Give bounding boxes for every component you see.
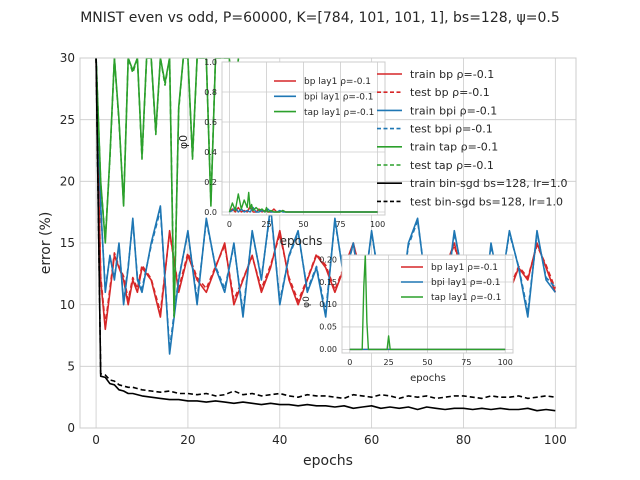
inset1-y-tick-label: 1.0 bbox=[204, 58, 217, 67]
main-series-train-bin-sgd-bs-128-lr-1-0 bbox=[95, 58, 556, 412]
inset-chart-1: 0 25 50 75 100 0.0 0.2 0.4 0.6 0.8 1.0 epochs φ0 b… bbox=[177, 58, 386, 248]
inset2-series-layer bbox=[349, 255, 506, 351]
inset2-y-axis-label: φ0 bbox=[302, 296, 312, 308]
inset2-y-tick-label: 0.10 bbox=[319, 300, 337, 309]
main-x-tick-label: 100 bbox=[544, 433, 567, 447]
main-legend-label: test bpi ρ=-0.1 bbox=[410, 122, 493, 135]
inset2-x-tick-label: 100 bbox=[498, 358, 513, 367]
inset1-y-tick-label: 0.6 bbox=[204, 118, 217, 127]
main-x-tick-label: 80 bbox=[456, 433, 471, 447]
x-axis-label: epochs bbox=[303, 453, 353, 469]
chart-title: MNIST even vs odd, P=60000, K=[784, 101,… bbox=[80, 10, 560, 26]
main-y-tick-label: 0 bbox=[67, 421, 75, 435]
inset1-y-tick-label: 0.0 bbox=[204, 208, 217, 217]
inset2-frame bbox=[341, 254, 514, 354]
main-series-test-tap-0-1-dashed bbox=[95, 58, 240, 312]
inset1-legend-label: tap lay1 ρ=-0.1 bbox=[304, 108, 374, 118]
main-legend-label: train bin-sgd bs=128, lr=1.0 bbox=[410, 177, 567, 190]
inset2-legend-label: bpi lay1 ρ=-0.1 bbox=[431, 278, 501, 288]
y-axis-label: error (%) bbox=[38, 212, 54, 275]
inset1-frame bbox=[221, 61, 386, 216]
main-series-test-bpi-0-1-dashed bbox=[95, 58, 556, 350]
inset1-y-tick-label: 0.4 bbox=[204, 148, 217, 157]
main-legend-label: train tap ρ=-0.1 bbox=[410, 141, 498, 154]
inset2-y-tick-label: 0.20 bbox=[319, 255, 337, 264]
main-tick-labels: 0 20 40 60 80 100 0 5 10 15 20 25 30 bbox=[60, 51, 567, 447]
main-x-tick-label: 40 bbox=[272, 433, 287, 447]
main-legend-label: test bin-sgd bs=128, lr=1.0 bbox=[410, 195, 563, 208]
inset2-x-tick-label: 75 bbox=[461, 358, 471, 367]
main-x-tick-label: 60 bbox=[364, 433, 379, 447]
main-legend-label: test tap ρ=-0.1 bbox=[410, 159, 494, 172]
main-y-tick-label: 25 bbox=[60, 113, 75, 127]
inset2-legend: bp lay1 ρ=-0.1 bpi lay1 ρ=-0.1 tap lay1 ρ=… bbox=[401, 263, 501, 303]
main-y-tick-label: 15 bbox=[60, 236, 75, 250]
inset1-series-layer bbox=[228, 191, 378, 213]
main-y-tick-label: 5 bbox=[67, 360, 75, 374]
inset1-x-tick-label: 25 bbox=[261, 220, 271, 229]
inset2-legend-label: tap lay1 ρ=-0.1 bbox=[431, 293, 501, 303]
inset1-y-axis-label: φ0 bbox=[177, 135, 190, 149]
inset2-x-axis-label: epochs bbox=[410, 373, 446, 384]
main-y-tick-label: 20 bbox=[60, 175, 75, 189]
main-legend-label: train bpi ρ=-0.1 bbox=[410, 104, 497, 117]
inset2-y-tick-label: 0.05 bbox=[319, 323, 337, 332]
main-x-tick-label: 0 bbox=[92, 433, 100, 447]
inset2-series-tap-lay1-0-1 bbox=[349, 255, 506, 351]
main-y-tick-label: 10 bbox=[60, 298, 75, 312]
inset1-series-tap-lay1-0-1 bbox=[228, 191, 378, 213]
main-x-tick-label: 20 bbox=[180, 433, 195, 447]
main-plot-frame bbox=[79, 57, 577, 429]
inset1-legend: bp lay1 ρ=-0.1 bpi lay1 ρ=-0.1 tap lay1 ρ=… bbox=[274, 77, 374, 118]
inset1-y-tick-label: 0.8 bbox=[204, 88, 217, 97]
main-series-test-bp-0-1-dashed bbox=[95, 58, 557, 326]
inset2-x-tick-label: 50 bbox=[422, 358, 432, 367]
inset1-x-tick-label: 50 bbox=[298, 220, 308, 229]
inset2-legend-label: bp lay1 ρ=-0.1 bbox=[431, 263, 498, 273]
inset1-legend-label: bpi lay1 ρ=-0.1 bbox=[304, 92, 374, 102]
main-legend: train bp ρ=-0.1 test bp ρ=-0.1 train bpi ρ… bbox=[377, 68, 567, 208]
inset1-tick-labels: 0 25 50 75 100 0.0 0.2 0.4 0.6 0.8 1.0 bbox=[204, 58, 385, 229]
main-series-test-bin-sgd-bs-128-lr-1-0-dashed bbox=[95, 58, 556, 400]
inset1-x-axis-label: epochs bbox=[280, 234, 323, 248]
inset2-x-tick-label: 0 bbox=[347, 358, 352, 367]
inset2-y-tick-label: 0.00 bbox=[319, 345, 337, 354]
main-legend-label: train bp ρ=-0.1 bbox=[410, 68, 494, 81]
main-legend-label: test bp ρ=-0.1 bbox=[410, 86, 490, 99]
inset1-x-tick-label: 75 bbox=[335, 220, 345, 229]
inset1-y-tick-label: 0.2 bbox=[204, 178, 217, 187]
inset1-x-tick-label: 0 bbox=[227, 220, 232, 229]
inset1-x-tick-label: 100 bbox=[370, 220, 385, 229]
inset2-tick-labels: 0 25 50 75 100 0.00 0.05 0.10 0.15 0.20 bbox=[319, 255, 513, 367]
inset1-legend-label: bp lay1 ρ=-0.1 bbox=[304, 77, 371, 87]
main-y-tick-label: 30 bbox=[60, 51, 75, 65]
inset2-y-tick-label: 0.15 bbox=[319, 278, 337, 287]
inset2-x-tick-label: 25 bbox=[384, 358, 394, 367]
inset-chart-2: 0 25 50 75 100 0.00 0.05 0.10 0.15 0.20 epochs φ0… bbox=[302, 254, 514, 384]
